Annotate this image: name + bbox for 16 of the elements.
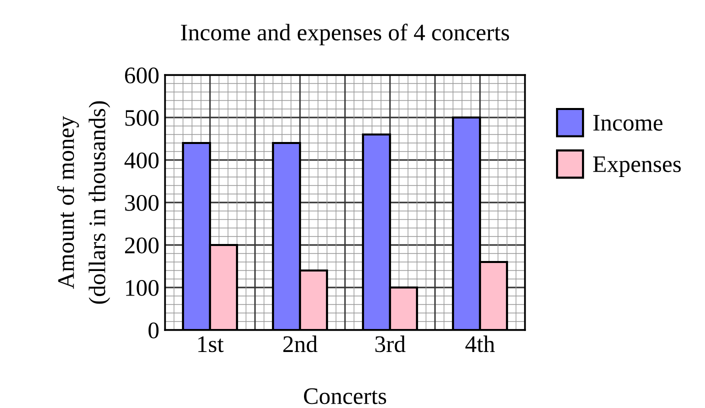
y-tick-label: 400 <box>124 152 159 168</box>
x-tick-label: 1st <box>198 336 224 352</box>
y-tick-label: 500 <box>125 110 159 126</box>
x-tick-label: 3rd <box>375 336 406 352</box>
y-tick-label: 0 <box>148 322 159 338</box>
legend-label: Income <box>593 115 662 131</box>
x-tick-label: 2nd <box>283 336 318 352</box>
y-tick-label: 300 <box>125 194 159 211</box>
y-tick-label: 600 <box>125 67 159 84</box>
chart-title: Income and expenses of 4 concerts <box>180 24 510 46</box>
y-tick-label: 100 <box>126 280 159 296</box>
x-tick-label: 4th <box>465 336 495 352</box>
x-axis-title: Concerts <box>304 388 386 404</box>
y-axis-title: Amount of money (dollars in thousands) <box>57 101 110 304</box>
y-tick-label: 200 <box>125 237 159 254</box>
legend-label: Expenses <box>593 156 681 177</box>
